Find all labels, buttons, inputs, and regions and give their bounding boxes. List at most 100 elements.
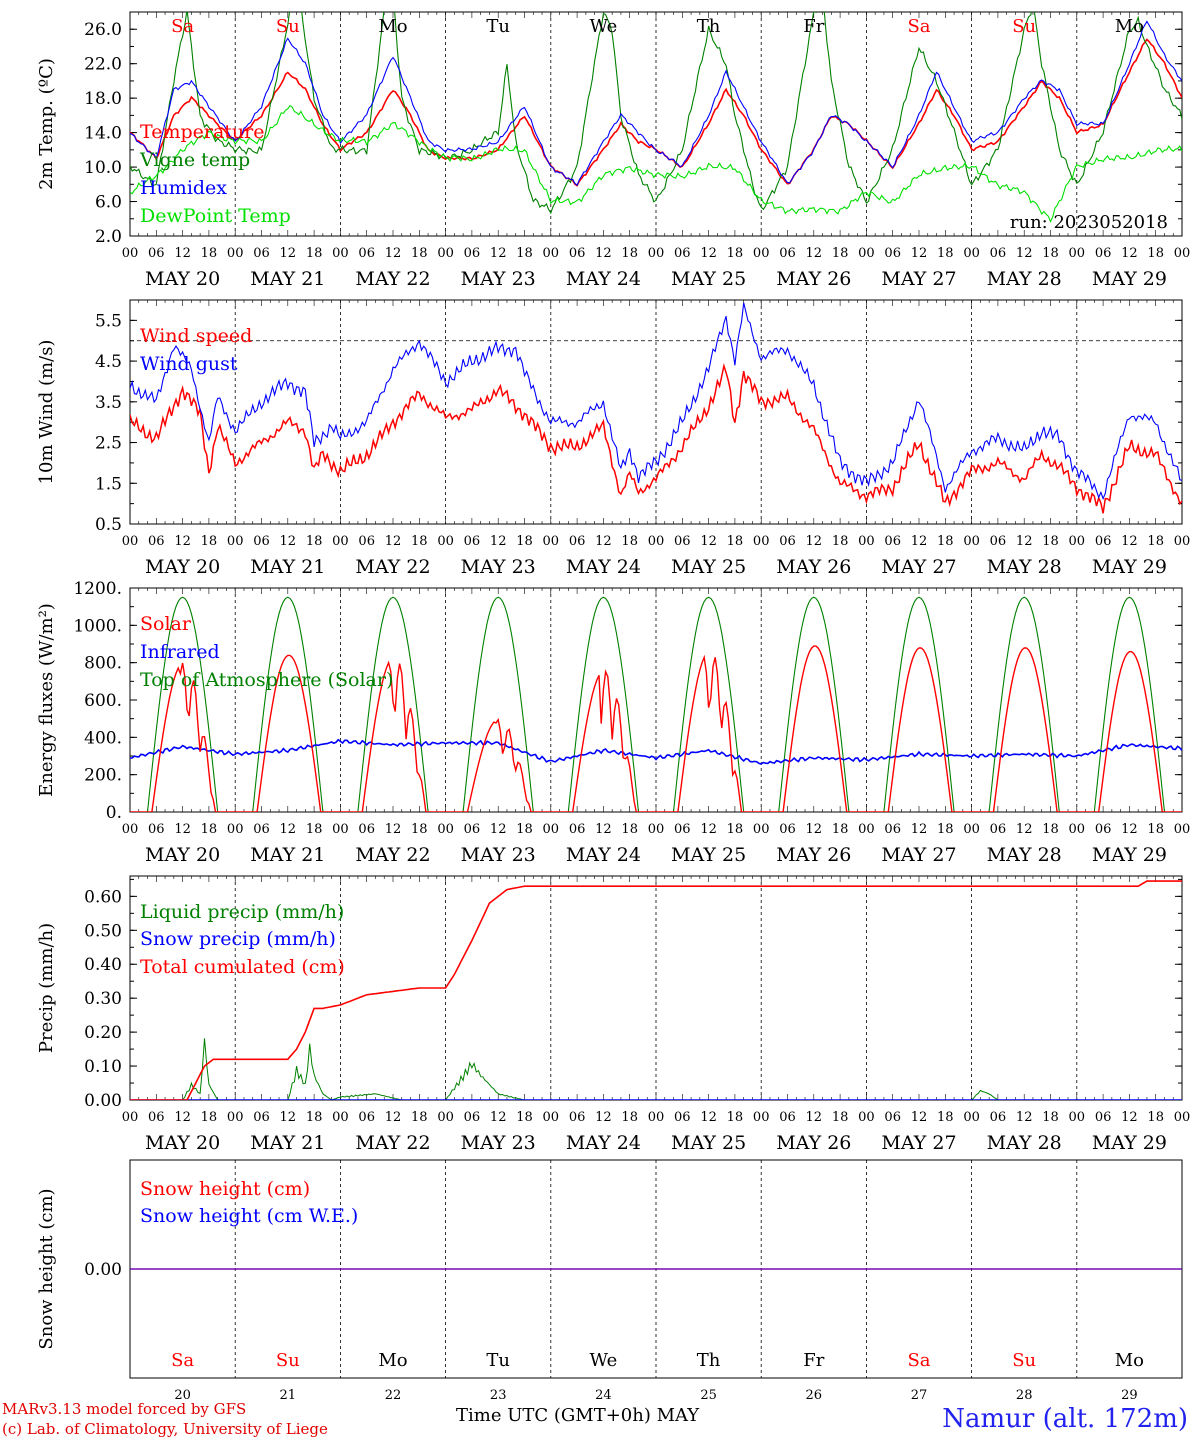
hour-tick-label: 06 xyxy=(358,534,375,549)
hour-tick-label: 18 xyxy=(1042,1110,1059,1125)
plot-area xyxy=(130,302,1182,514)
plot-area xyxy=(130,12,1182,223)
y-tick-label: 1000. xyxy=(73,616,122,636)
hour-tick-label: 12 xyxy=(700,1110,717,1125)
series-line-wind-speed xyxy=(130,362,1182,514)
hour-tick-label: 18 xyxy=(1147,246,1164,261)
date-label: MAY 25 xyxy=(671,556,746,578)
hour-tick-label: 18 xyxy=(411,246,428,261)
hour-tick-label: 12 xyxy=(1016,246,1033,261)
day-number-label: 21 xyxy=(280,1388,297,1403)
hour-tick-label: 18 xyxy=(1147,1110,1164,1125)
weekday-label: Su xyxy=(1012,16,1036,37)
date-label: MAY 28 xyxy=(987,268,1062,290)
weekday-label: Fr xyxy=(803,16,824,37)
y-tick-label: 3.5 xyxy=(95,393,122,413)
hour-tick-label: 12 xyxy=(911,534,928,549)
hour-tick-label: 12 xyxy=(700,246,717,261)
hour-tick-label: 18 xyxy=(201,822,218,837)
model-credit: MARv3.13 model forced by GFS xyxy=(2,1400,247,1418)
date-label: MAY 23 xyxy=(461,556,536,578)
hour-tick-label: 00 xyxy=(1069,822,1086,837)
y-tick-label: 14.0 xyxy=(84,124,122,144)
hour-tick-label: 18 xyxy=(1042,246,1059,261)
date-label: MAY 21 xyxy=(250,268,325,290)
date-label: MAY 24 xyxy=(566,1132,641,1154)
y-tick-label: 0.60 xyxy=(84,887,122,907)
hour-tick-label: 00 xyxy=(858,534,875,549)
hour-tick-label: 12 xyxy=(911,1110,928,1125)
hour-tick-label: 12 xyxy=(174,1110,191,1125)
hour-tick-label: 06 xyxy=(148,534,165,549)
hour-tick-label: 06 xyxy=(990,534,1007,549)
y-tick-label: 0.00 xyxy=(84,1091,122,1111)
date-label: MAY 27 xyxy=(881,268,956,290)
hour-tick-label: 00 xyxy=(332,822,349,837)
hour-tick-label: 06 xyxy=(253,534,270,549)
hour-tick-label: 18 xyxy=(937,534,954,549)
hour-tick-label: 00 xyxy=(543,822,560,837)
hour-tick-label: 00 xyxy=(227,822,244,837)
hour-tick-label: 18 xyxy=(306,1110,323,1125)
date-label: MAY 29 xyxy=(1092,1132,1167,1154)
hour-tick-label: 00 xyxy=(753,246,770,261)
y-tick-label: 0.50 xyxy=(84,921,122,941)
date-label: MAY 28 xyxy=(987,556,1062,578)
panel-1: 2.0 6.0 10.0 14.0 18.0 22.0 26.0 2m Temp. (ºC) 0… xyxy=(36,11,1191,290)
date-label: MAY 26 xyxy=(776,268,851,290)
day-number-label: 24 xyxy=(595,1388,612,1403)
date-label: MAY 27 xyxy=(881,844,956,866)
hour-tick-label: 06 xyxy=(1095,246,1112,261)
legend-entry: Temperature xyxy=(140,121,264,143)
date-label: MAY 26 xyxy=(776,556,851,578)
hour-tick-label: 06 xyxy=(1095,534,1112,549)
day-number-label: 25 xyxy=(700,1388,717,1403)
hour-tick-label: 00 xyxy=(227,1110,244,1125)
hour-tick-label: 00 xyxy=(1174,246,1191,261)
hour-tick-label: 18 xyxy=(727,1110,744,1125)
hour-tick-label: 18 xyxy=(937,246,954,261)
y-tick-label: 1200. xyxy=(73,579,122,599)
date-label: MAY 26 xyxy=(776,844,851,866)
hour-tick-label: 18 xyxy=(306,534,323,549)
hour-tick-label: 12 xyxy=(280,534,297,549)
hour-tick-label: 00 xyxy=(437,246,454,261)
y-axis-label: 10m Wind (m/s) xyxy=(36,340,57,485)
hour-tick-label: 06 xyxy=(884,534,901,549)
hour-tick-label: 00 xyxy=(1069,534,1086,549)
hour-tick-label: 00 xyxy=(437,534,454,549)
day-number-label: 23 xyxy=(490,1388,507,1403)
date-label: MAY 29 xyxy=(1092,844,1167,866)
hour-tick-label: 18 xyxy=(621,534,638,549)
hour-tick-label: 06 xyxy=(779,534,796,549)
hour-tick-label: 12 xyxy=(385,1110,402,1125)
hour-tick-label: 00 xyxy=(963,534,980,549)
hour-tick-label: 00 xyxy=(1069,1110,1086,1125)
hour-tick-label: 00 xyxy=(648,822,665,837)
weekday-label: Su xyxy=(1012,1350,1036,1371)
y-tick-label: 0.10 xyxy=(84,1057,122,1077)
hour-tick-label: 18 xyxy=(201,1110,218,1125)
date-label: MAY 29 xyxy=(1092,556,1167,578)
y-tick-label: 0.5 xyxy=(95,515,122,535)
date-label: MAY 28 xyxy=(987,1132,1062,1154)
date-label: MAY 22 xyxy=(355,556,430,578)
date-label: MAY 22 xyxy=(355,268,430,290)
legend-entry: Top of Atmosphere (Solar) xyxy=(140,669,393,691)
hour-tick-label: 18 xyxy=(306,822,323,837)
time-axis-label: Time UTC (GMT+0h) MAY xyxy=(456,1405,700,1426)
hour-tick-label: 12 xyxy=(1016,1110,1033,1125)
y-axis-label: Energy fluxes (W/m²) xyxy=(36,603,57,797)
hour-tick-label: 18 xyxy=(411,534,428,549)
hour-tick-label: 18 xyxy=(832,246,849,261)
hour-tick-label: 18 xyxy=(1042,534,1059,549)
hour-tick-label: 12 xyxy=(385,822,402,837)
y-axis-label: 2m Temp. (ºC) xyxy=(36,58,57,190)
hour-tick-label: 00 xyxy=(753,534,770,549)
hour-tick-label: 00 xyxy=(1174,1110,1191,1125)
hour-tick-label: 18 xyxy=(621,822,638,837)
hour-tick-label: 00 xyxy=(227,534,244,549)
hour-tick-label: 18 xyxy=(1147,822,1164,837)
hour-tick-label: 12 xyxy=(806,822,823,837)
hour-tick-label: 18 xyxy=(832,822,849,837)
